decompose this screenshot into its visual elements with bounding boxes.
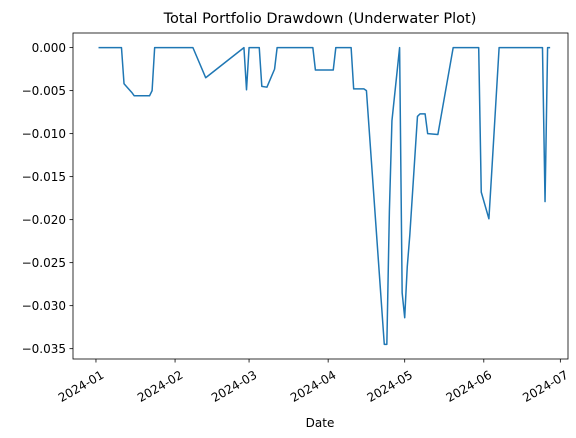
y-tick-label: 0.000 — [32, 41, 66, 55]
y-axis: 0.000 −0.005 −0.010 −0.015 −0.020 −0.025 −0.03… — [22, 41, 73, 356]
y-tick-label: −0.020 — [22, 213, 66, 227]
plot-area — [98, 46, 551, 346]
y-tick-label: −0.010 — [22, 127, 66, 141]
x-axis-label: Date — [306, 416, 335, 430]
y-tick-label: −0.015 — [22, 170, 66, 184]
axes-frame — [72, 32, 569, 360]
y-tick-label: −0.030 — [22, 299, 66, 313]
y-tick-label: −0.035 — [22, 342, 66, 356]
drawdown-series-line — [98, 46, 551, 346]
y-tick-label: −0.005 — [22, 84, 66, 98]
chart-title: Total Portfolio Drawdown (Underwater Plo… — [163, 11, 477, 27]
y-tick-label: −0.025 — [22, 256, 66, 270]
